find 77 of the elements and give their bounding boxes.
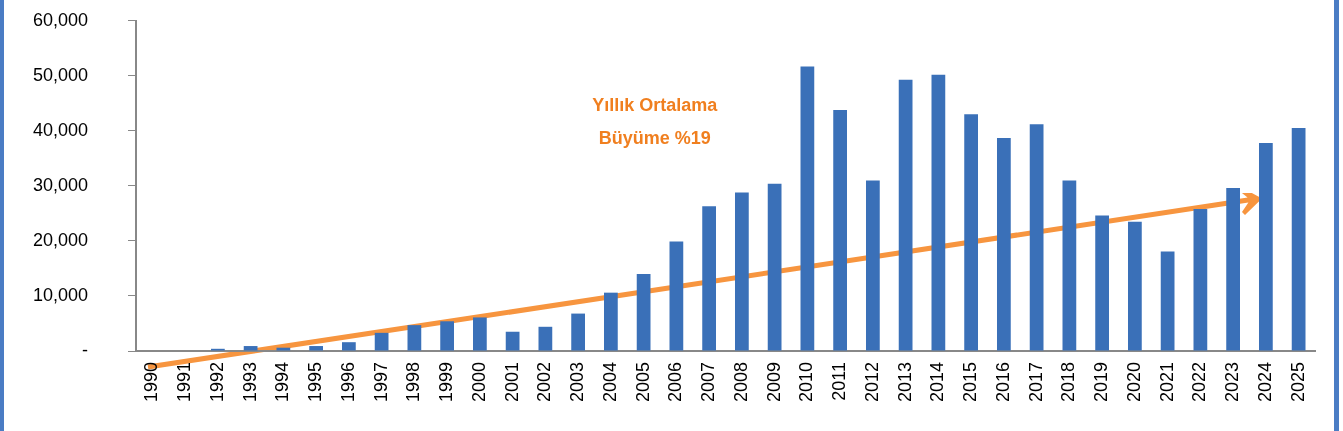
x-tick-label: 2011 (829, 362, 850, 401)
bar (898, 79, 913, 351)
bar (473, 317, 487, 351)
bar (1259, 142, 1273, 351)
x-tick-label: 2009 (763, 362, 784, 403)
bar (276, 347, 291, 351)
x-tick-label: 2001 (501, 362, 522, 403)
bar (309, 346, 323, 351)
x-tick-label: 2000 (468, 362, 489, 403)
x-tick-label: 2008 (730, 362, 751, 403)
x-tick-label: 1996 (337, 362, 358, 403)
annotation: Yıllık Ortalama Büyüme %19 (592, 94, 719, 148)
x-tick-label: 2014 (927, 362, 948, 403)
bar (866, 180, 880, 351)
x-tick-label: 1999 (436, 362, 457, 403)
bar (374, 332, 389, 351)
y-tick-label: 10,000 (32, 284, 88, 305)
x-tick-label: 1990 (141, 362, 162, 403)
x-tick-label: 1995 (305, 362, 326, 403)
bar (800, 66, 815, 351)
bar (407, 325, 422, 351)
bar (342, 342, 356, 351)
y-tick-label: 50,000 (32, 64, 88, 85)
x-tick-label: 2012 (861, 362, 882, 403)
bar (505, 331, 520, 351)
bar (931, 74, 946, 351)
bar (997, 138, 1011, 351)
x-tick-label: 1992 (206, 362, 227, 403)
y-tick-label: 30,000 (32, 174, 88, 195)
bar (735, 192, 749, 351)
y-tick-label: - (82, 339, 88, 360)
x-tick-label: 2010 (796, 362, 817, 403)
bar (604, 292, 618, 351)
x-tick-label: 1991 (174, 362, 195, 403)
x-tick-label: 2004 (599, 362, 620, 403)
bar (669, 241, 684, 351)
bar (571, 313, 585, 351)
bar (636, 273, 651, 351)
x-tick-label: 1993 (239, 362, 260, 403)
bar (1291, 128, 1306, 351)
bar (1029, 124, 1044, 351)
bar (1193, 209, 1208, 351)
x-tick-label: 2023 (1222, 362, 1243, 403)
x-tick-label: 1997 (370, 362, 391, 403)
y-tick-label: 20,000 (32, 229, 88, 250)
x-tick-label: 2003 (567, 362, 588, 403)
bar (767, 183, 782, 351)
x-tick-label: 1998 (403, 362, 424, 403)
x-tick-label: 2022 (1189, 362, 1210, 403)
bar (538, 326, 553, 351)
x-tick-label: 2018 (1058, 362, 1079, 403)
x-tick-label: 2025 (1287, 362, 1308, 403)
y-tick-label: 40,000 (32, 119, 88, 140)
bar (964, 114, 978, 351)
x-tick-label: 2020 (1123, 362, 1144, 403)
x-tick-label: 2007 (698, 362, 719, 403)
x-tick-label: 2005 (632, 362, 653, 403)
bar (1062, 180, 1077, 351)
x-tick-label: 2006 (665, 362, 686, 403)
bar (833, 109, 847, 351)
bar (440, 321, 454, 351)
x-tick-label: 2017 (1025, 362, 1046, 403)
bar (1226, 188, 1240, 351)
x-tick-label: 2013 (894, 362, 915, 403)
x-tick-label: 2019 (1091, 362, 1112, 403)
bar (1095, 215, 1109, 351)
bar (702, 206, 716, 351)
bar (1160, 251, 1175, 351)
y-tick-label: 60,000 (32, 9, 88, 30)
x-tick-label: 2021 (1156, 362, 1177, 403)
x-tick-label: 2002 (534, 362, 555, 403)
x-tick-label: 2024 (1254, 362, 1275, 403)
bar (1128, 221, 1142, 351)
bar (243, 346, 258, 351)
x-tick-label: 2016 (992, 362, 1013, 403)
x-tick-label: 1994 (272, 362, 293, 403)
x-tick-label: 2015 (960, 362, 981, 403)
